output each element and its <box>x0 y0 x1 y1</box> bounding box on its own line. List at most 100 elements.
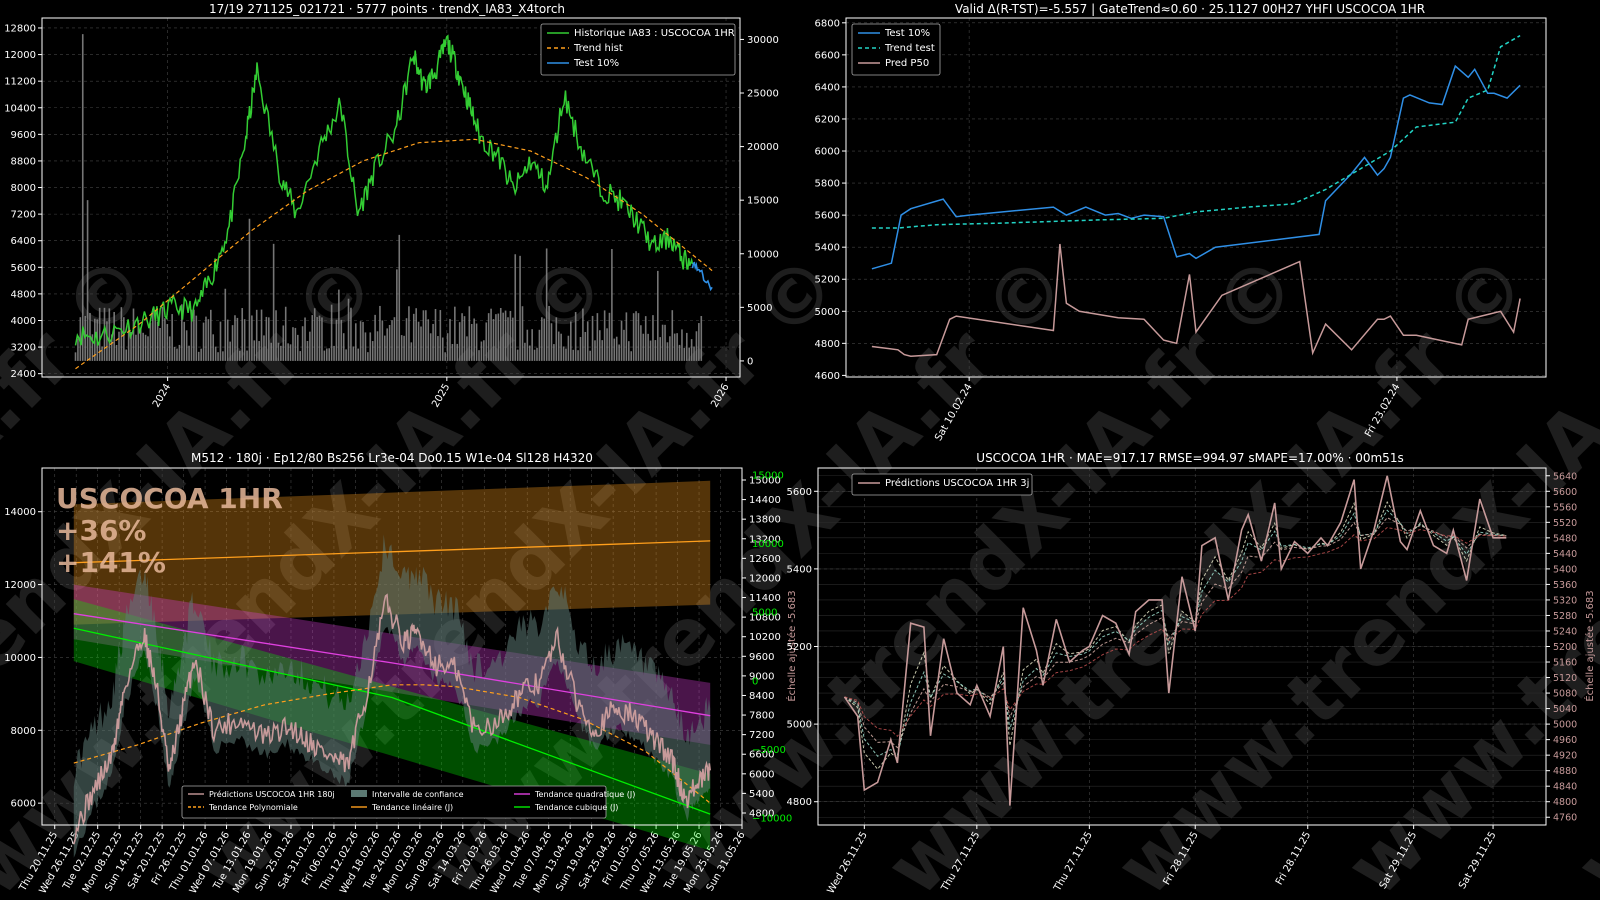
panel-validation: Valid Δ(R-TST)=-5.557 | GateTrend≈0.60 ·… <box>815 2 1547 443</box>
y2-tick-label: 5440 <box>1553 549 1577 560</box>
y2-tick-label: 15000 <box>749 476 781 487</box>
y-tick-label: 5800 <box>815 179 840 190</box>
y2-tick-label: 12600 <box>749 554 781 565</box>
y-tick-label: 5200 <box>787 642 812 653</box>
y2-tick-label: 5480 <box>1553 533 1577 544</box>
series-test-10- <box>871 64 1521 270</box>
y2-tick-label: 6000 <box>749 769 774 780</box>
confidence-interval <box>73 534 711 858</box>
legend-label: Test 10% <box>884 28 930 39</box>
legend-label: Test 10% <box>573 58 619 69</box>
y2-tick-label: 5320 <box>1553 595 1577 606</box>
y2-axis-label: Échelle ajustée -5.683 <box>785 590 798 701</box>
y2-tick-label: 25000 <box>747 89 779 100</box>
y3-tick-label: 10000 <box>752 539 784 550</box>
legend-label: Tendance quadratique (J) <box>534 790 635 799</box>
y2-tick-label: 5160 <box>1553 658 1577 669</box>
series-polynomial-trend <box>73 684 711 804</box>
y2-tick-label: 6600 <box>749 750 774 761</box>
legend-label: Trend hist <box>573 43 623 54</box>
y2-tick-label: 5240 <box>1553 626 1577 637</box>
y-tick-label: 5600 <box>11 263 36 274</box>
y2-tick-label: 5520 <box>1553 518 1577 529</box>
y2-tick-label: 4800 <box>749 809 774 820</box>
y2-tick-label: 5600 <box>1553 487 1577 498</box>
legend-box <box>851 473 1033 496</box>
y2-tick-label: 30000 <box>747 35 779 46</box>
plot-frame <box>817 467 1547 826</box>
y-tick-label: 10400 <box>4 103 36 114</box>
y-tick-label: 4800 <box>11 289 36 300</box>
y-tick-label: 4000 <box>11 316 36 327</box>
y2-tick-label: 20000 <box>747 142 779 153</box>
legend-label: Trend test <box>884 43 935 54</box>
y-tick-label: 6600 <box>815 50 840 61</box>
y3-tick-label: −5000 <box>752 745 786 756</box>
x-tick-label: Wed 26.11.25 <box>826 830 870 896</box>
legend-label: Tendance cubique (J) <box>534 803 618 812</box>
y-tick-label: 5400 <box>815 243 840 254</box>
chart-title: 17/19 271125_021721 · 5777 points · tren… <box>209 2 565 16</box>
y-tick-label: 5200 <box>815 275 840 286</box>
y-tick-label: 14000 <box>4 507 36 518</box>
y2-tick-label: 5400 <box>1553 564 1577 575</box>
y-tick-label: 10000 <box>4 653 36 664</box>
y2-tick-label: 4920 <box>1553 751 1577 762</box>
y2-tick-label: 5120 <box>1553 673 1577 684</box>
y2-tick-label: 13800 <box>749 515 781 526</box>
legend-box <box>540 23 736 76</box>
y2-axis-label: Échelle ajustée -5.683 <box>1583 590 1596 701</box>
panel-history: 17/19 271125_021721 · 5777 points · tren… <box>4 2 779 410</box>
y2-tick-label: 4760 <box>1553 813 1577 824</box>
y-tick-label: 3200 <box>11 343 36 354</box>
y2-tick-label: 5640 <box>1553 471 1577 482</box>
y2-tick-label: 0 <box>747 356 753 367</box>
y-tick-label: 5000 <box>815 307 840 318</box>
y2-tick-label: 9000 <box>749 671 774 682</box>
y2-tick-label: 5560 <box>1553 502 1577 513</box>
series-quadratic-trend <box>73 613 711 717</box>
legend-label: Tendance Polynomiale <box>208 803 298 812</box>
y2-tick-label: 4880 <box>1553 766 1577 777</box>
y-tick-label: 7200 <box>11 210 36 221</box>
y2-tick-label: 8400 <box>749 691 774 702</box>
legend-label: Prédictions USCOCOA 1HR 180j <box>209 789 335 799</box>
y2-tick-label: 5400 <box>749 789 774 800</box>
y-tick-label: 12800 <box>4 23 36 34</box>
y2-tick-label: 15000 <box>747 196 779 207</box>
y2-tick-label: 5080 <box>1553 689 1577 700</box>
y2-tick-label: 5040 <box>1553 704 1577 715</box>
y2-tick-label: 7800 <box>749 711 774 722</box>
legend-label: Tendance linéaire (J) <box>371 802 453 812</box>
y2-tick-label: 5000 <box>1553 720 1577 731</box>
y2-tick-label: 10000 <box>747 249 779 260</box>
y-tick-label: 6000 <box>815 147 840 158</box>
annotation-text: +36% <box>56 514 146 547</box>
legend-label: Intervalle de confiance <box>372 790 464 799</box>
y-tick-label: 6400 <box>11 236 36 247</box>
legend-swatch <box>351 790 367 797</box>
series-test <box>691 261 713 292</box>
chart-title: Valid Δ(R-TST)=-5.557 | GateTrend≈0.60 ·… <box>955 2 1425 16</box>
series-pred-p50 <box>871 243 1521 357</box>
y-tick-label: 6800 <box>815 18 840 29</box>
x-tick-label: Thu 27.11.25 <box>1052 830 1095 894</box>
y-tick-label: 12000 <box>4 50 36 61</box>
y3-tick-label: −10000 <box>752 814 792 825</box>
y-tick-label: 12000 <box>4 580 36 591</box>
plot-frame <box>845 17 1547 378</box>
y2-tick-label: 7200 <box>749 730 774 741</box>
y2-tick-label: 10800 <box>749 613 781 624</box>
annotation-text: USCOCOA 1HR <box>56 482 283 515</box>
y-tick-label: 6400 <box>815 82 840 93</box>
y-tick-label: 6000 <box>11 799 36 810</box>
y-tick-label: 9600 <box>11 130 36 141</box>
annotation-text: +141% <box>56 546 166 579</box>
y2-tick-label: 13200 <box>749 534 781 545</box>
y2-tick-label: 14400 <box>749 495 781 506</box>
y-tick-label: 5600 <box>787 487 812 498</box>
y-tick-label: 5400 <box>787 564 812 575</box>
series-trend-hist <box>75 138 713 370</box>
y-tick-label: 11200 <box>4 77 36 88</box>
